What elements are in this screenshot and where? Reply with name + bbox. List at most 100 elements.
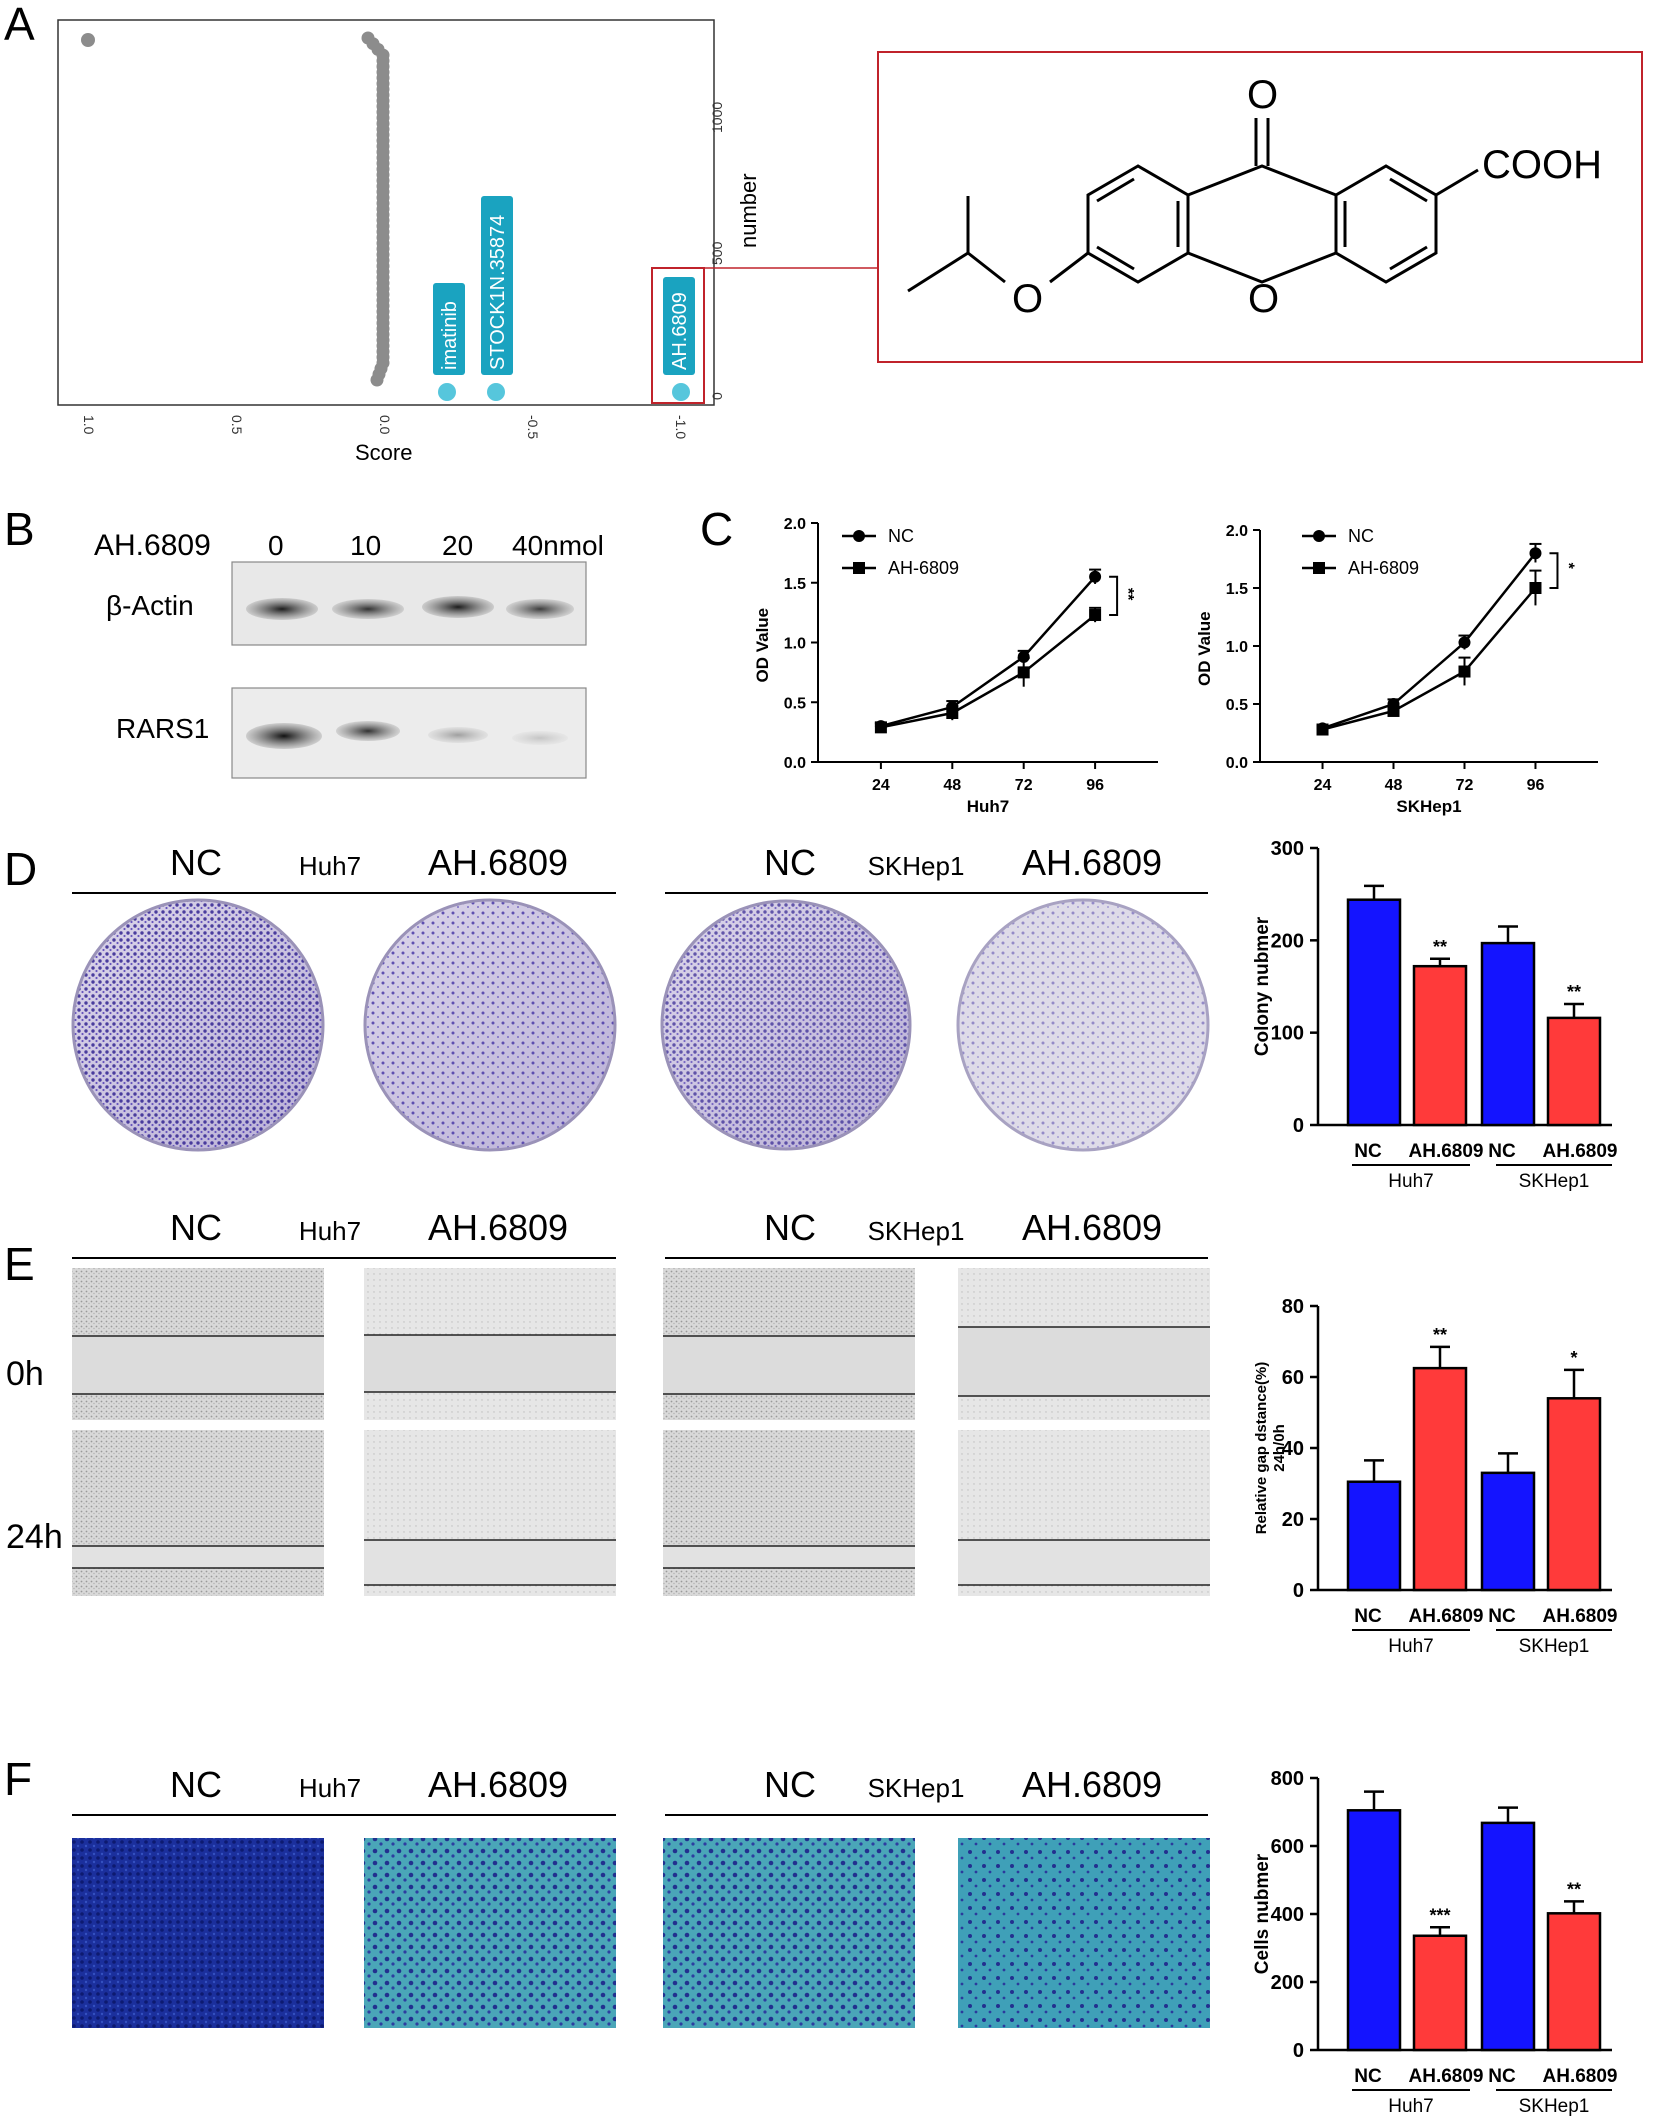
c-xtick-label: 72 — [1015, 777, 1033, 794]
group-label-huh7: Huh7 — [1388, 1636, 1433, 1657]
header-cell-huh7: Huh7 — [299, 1216, 361, 1246]
c-ytick-label: 0.5 — [784, 695, 806, 712]
bar-ah6809 — [1546, 1016, 1602, 1127]
bar-ytick-label: 800 — [1271, 1768, 1304, 1790]
band-rars1-20 — [428, 727, 488, 743]
bar-category-label: AH.6809 — [1543, 1606, 1618, 1627]
rank-plot-points — [81, 31, 390, 387]
transwell-huh7-ah6809 — [364, 1838, 616, 2028]
bar-ylabel-sub: 24h/0h — [1271, 1424, 1288, 1472]
wound-image-skhep1-ah6809-24h — [958, 1430, 1210, 1596]
bar-category-label: NC — [1354, 1606, 1382, 1627]
header-drug: AH.6809 — [428, 1207, 568, 1248]
bar-ytick-label: 400 — [1271, 1904, 1304, 1926]
headers-d: NC Huh7 AH.6809 NC SKHep1 AH.6809 — [72, 842, 1208, 894]
band-rars1-10 — [336, 721, 400, 741]
wound-image-skhep1-nc-0h — [663, 1268, 915, 1420]
headers-e: NC Huh7 AH.6809 NC SKHep1 AH.6809 — [72, 1207, 1208, 1259]
bar-category-label: AH.6809 — [1543, 2066, 1618, 2087]
a-ytick-1000: 1000 — [709, 102, 725, 133]
c-xtick-label: 72 — [1456, 777, 1474, 794]
wb-treatment-label: AH.6809 — [94, 529, 211, 562]
bar-nc — [1480, 1821, 1536, 2052]
bar-ytick-label: 20 — [1282, 1509, 1304, 1531]
bar-ytick-label: 0 — [1293, 2040, 1304, 2062]
bar-nc — [1346, 1480, 1402, 1592]
nc-point — [1089, 570, 1102, 583]
wound-image-huh7-nc-0h — [72, 1268, 324, 1420]
wound-image-skhep1-nc-24h — [663, 1430, 915, 1596]
bar-significance: ** — [1433, 937, 1447, 957]
header-drug: AH.6809 — [428, 1764, 568, 1805]
highlight-box — [651, 267, 705, 404]
bar-category-label: NC — [1354, 2066, 1382, 2087]
bar-ytick-label: 80 — [1282, 1296, 1304, 1318]
plate-skhep1-ah6809 — [956, 898, 1210, 1152]
a-ylabel: number — [736, 173, 761, 248]
line-chart-2: 0.0 0.5 1.0 1.5 2.0 24 48 72 96 SKHep1 OD Value NC A… — [1195, 523, 1598, 816]
row-label-24h: 24h — [6, 1518, 63, 1556]
significance-mark: ** — [1119, 588, 1136, 601]
significance-bracket — [1549, 552, 1559, 589]
header-cell-skhep1: SKHep1 — [868, 1773, 965, 1803]
svg-text:STOCK1N.35874: STOCK1N.35874 — [487, 215, 509, 370]
bar-category-label: NC — [1354, 1141, 1382, 1162]
ah6809-point — [1529, 582, 1542, 594]
bar-ytick-label: 200 — [1271, 930, 1304, 952]
nc-point — [1017, 650, 1030, 663]
ah6809-point — [946, 707, 959, 720]
panel-label-a: A — [4, 0, 35, 50]
transwell-skhep1-nc — [663, 1838, 915, 2028]
bar-nc — [1480, 1471, 1536, 1592]
ah6809-point — [1458, 665, 1471, 678]
group-label-skhep1: SKHep1 — [1519, 1171, 1590, 1192]
band-actin-20 — [422, 596, 494, 618]
a-ytick-0: 0 — [709, 392, 725, 400]
bar-ah6809 — [1412, 1934, 1468, 2052]
ah6809-point — [1089, 609, 1102, 622]
bar-significance: *** — [1429, 1905, 1450, 1925]
header-drug: AH.6809 — [1022, 1207, 1162, 1248]
legend-marker-nc — [1313, 530, 1325, 542]
panel-label-f: F — [4, 1753, 32, 1805]
svg-text:AH.6809: AH.6809 — [669, 292, 691, 370]
series-line-ah6809 — [1322, 587, 1537, 731]
chemical-structure: O O O COOH — [877, 51, 1643, 363]
bar-ah6809 — [1412, 1366, 1468, 1592]
wound-image-huh7-nc-24h — [72, 1430, 324, 1596]
rank-point — [370, 373, 384, 387]
bar-ah6809 — [1412, 964, 1468, 1127]
header-nc: NC — [170, 1207, 222, 1248]
transwell-skhep1-ah6809 — [958, 1838, 1210, 2028]
panel-d-colony-plates — [71, 898, 1210, 1152]
header-cell-skhep1: SKHep1 — [868, 851, 965, 881]
nc-point — [1529, 547, 1542, 560]
row-label-0h: 0h — [6, 1355, 44, 1393]
structure-bonds — [907, 118, 1479, 293]
wb-dose-40: 40nmol — [512, 530, 604, 561]
c-xtick-label: 96 — [1086, 777, 1104, 794]
plate-skhep1-nc — [660, 899, 912, 1151]
ah6809-point — [1387, 704, 1400, 717]
legend-label: NC — [888, 526, 914, 546]
band-rars1-0 — [246, 723, 322, 749]
c-xtick-label: 24 — [1314, 777, 1332, 794]
c-ytick-label: 2.0 — [1226, 523, 1248, 540]
c-ytick-label: 1.0 — [784, 636, 806, 653]
imatinib-point — [438, 383, 456, 401]
band-actin-10 — [332, 599, 404, 619]
legend-marker-ah6809 — [853, 562, 865, 574]
header-cell-skhep1: SKHep1 — [868, 1216, 965, 1246]
panel-c-growth-curves: 0.0 0.5 1.0 1.5 2.0 24 48 72 96 Huh7 OD Value NC AH-… — [753, 516, 1598, 816]
c-ytick-label: 2.0 — [784, 516, 806, 533]
bar-significance: * — [1570, 1348, 1577, 1368]
bar-category-label: AH.6809 — [1409, 1141, 1484, 1162]
a-xtick-3: 0.0 — [377, 415, 393, 435]
headers-f: NC Huh7 AH.6809 NC SKHep1 AH.6809 — [72, 1764, 1208, 1816]
panel-f-transwell-images — [72, 1838, 1210, 2028]
wound-image-huh7-ah6809-24h — [364, 1430, 616, 1596]
legend-marker-ah6809 — [1313, 562, 1325, 574]
c-ytick-label: 0.5 — [1226, 697, 1248, 714]
